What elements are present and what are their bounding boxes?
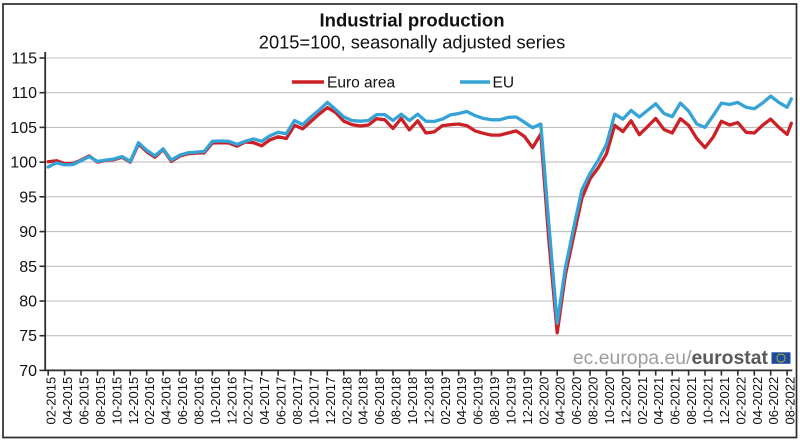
svg-text:06-2021: 06-2021 <box>668 377 683 425</box>
svg-text:08-2021: 08-2021 <box>684 377 699 425</box>
svg-text:Industrial production: Industrial production <box>320 10 505 31</box>
svg-text:06-2015: 06-2015 <box>77 377 92 425</box>
svg-text:02-2019: 02-2019 <box>438 377 453 425</box>
svg-text:2015=100, seasonally adjusted: 2015=100, seasonally adjusted series <box>259 32 565 53</box>
svg-text:85: 85 <box>19 259 37 276</box>
svg-text:04-2015: 04-2015 <box>60 377 75 425</box>
svg-text:12-2015: 12-2015 <box>126 377 141 425</box>
svg-text:10-2018: 10-2018 <box>405 377 420 425</box>
svg-text:ec.europa.eu/eurostat: ec.europa.eu/eurostat <box>573 347 769 369</box>
svg-text:95: 95 <box>19 189 37 206</box>
svg-text:08-2018: 08-2018 <box>389 377 404 425</box>
svg-text:04-2016: 04-2016 <box>159 377 174 425</box>
svg-text:02-2021: 02-2021 <box>635 377 650 425</box>
svg-text:100: 100 <box>10 155 37 172</box>
svg-text:06-2019: 06-2019 <box>471 377 486 425</box>
svg-text:06-2017: 06-2017 <box>274 377 289 425</box>
svg-text:02-2015: 02-2015 <box>44 377 59 425</box>
svg-text:10-2019: 10-2019 <box>504 377 519 425</box>
svg-text:EU: EU <box>493 75 515 92</box>
svg-text:12-2016: 12-2016 <box>224 377 239 425</box>
svg-text:08-2016: 08-2016 <box>192 377 207 425</box>
svg-text:10-2016: 10-2016 <box>208 377 223 425</box>
svg-text:10-2015: 10-2015 <box>109 377 124 425</box>
svg-text:08-2022: 08-2022 <box>783 377 798 425</box>
svg-text:06-2022: 06-2022 <box>766 377 781 425</box>
svg-text:10-2017: 10-2017 <box>306 377 321 425</box>
svg-text:Euro area: Euro area <box>327 75 395 92</box>
svg-text:12-2017: 12-2017 <box>323 377 338 425</box>
svg-text:70: 70 <box>19 363 37 380</box>
svg-text:06-2018: 06-2018 <box>372 377 387 425</box>
svg-text:10-2020: 10-2020 <box>602 377 617 425</box>
svg-text:04-2018: 04-2018 <box>356 377 371 425</box>
svg-text:04-2019: 04-2019 <box>454 377 469 425</box>
svg-text:02-2022: 02-2022 <box>733 377 748 425</box>
svg-text:06-2020: 06-2020 <box>569 377 584 425</box>
svg-text:115: 115 <box>11 51 37 68</box>
svg-text:08-2019: 08-2019 <box>487 377 502 425</box>
svg-text:08-2020: 08-2020 <box>586 377 601 425</box>
svg-text:04-2017: 04-2017 <box>257 377 272 425</box>
svg-text:02-2018: 02-2018 <box>339 377 354 425</box>
svg-text:12-2019: 12-2019 <box>520 377 535 425</box>
svg-text:10-2021: 10-2021 <box>701 377 716 425</box>
svg-text:12-2018: 12-2018 <box>421 377 436 425</box>
svg-text:06-2016: 06-2016 <box>175 377 190 425</box>
svg-text:105: 105 <box>10 120 37 137</box>
svg-text:12-2020: 12-2020 <box>618 377 633 425</box>
svg-text:80: 80 <box>19 294 37 311</box>
svg-text:90: 90 <box>19 224 37 241</box>
svg-text:08-2015: 08-2015 <box>93 377 108 425</box>
svg-text:04-2022: 04-2022 <box>750 377 765 425</box>
svg-text:04-2020: 04-2020 <box>553 377 568 425</box>
svg-text:12-2021: 12-2021 <box>717 377 732 425</box>
svg-text:02-2017: 02-2017 <box>241 377 256 425</box>
svg-text:02-2020: 02-2020 <box>536 377 551 425</box>
svg-text:02-2016: 02-2016 <box>142 377 157 425</box>
svg-text:04-2021: 04-2021 <box>651 377 666 425</box>
svg-text:110: 110 <box>11 85 37 102</box>
svg-text:08-2017: 08-2017 <box>290 377 305 425</box>
svg-text:75: 75 <box>19 328 37 345</box>
